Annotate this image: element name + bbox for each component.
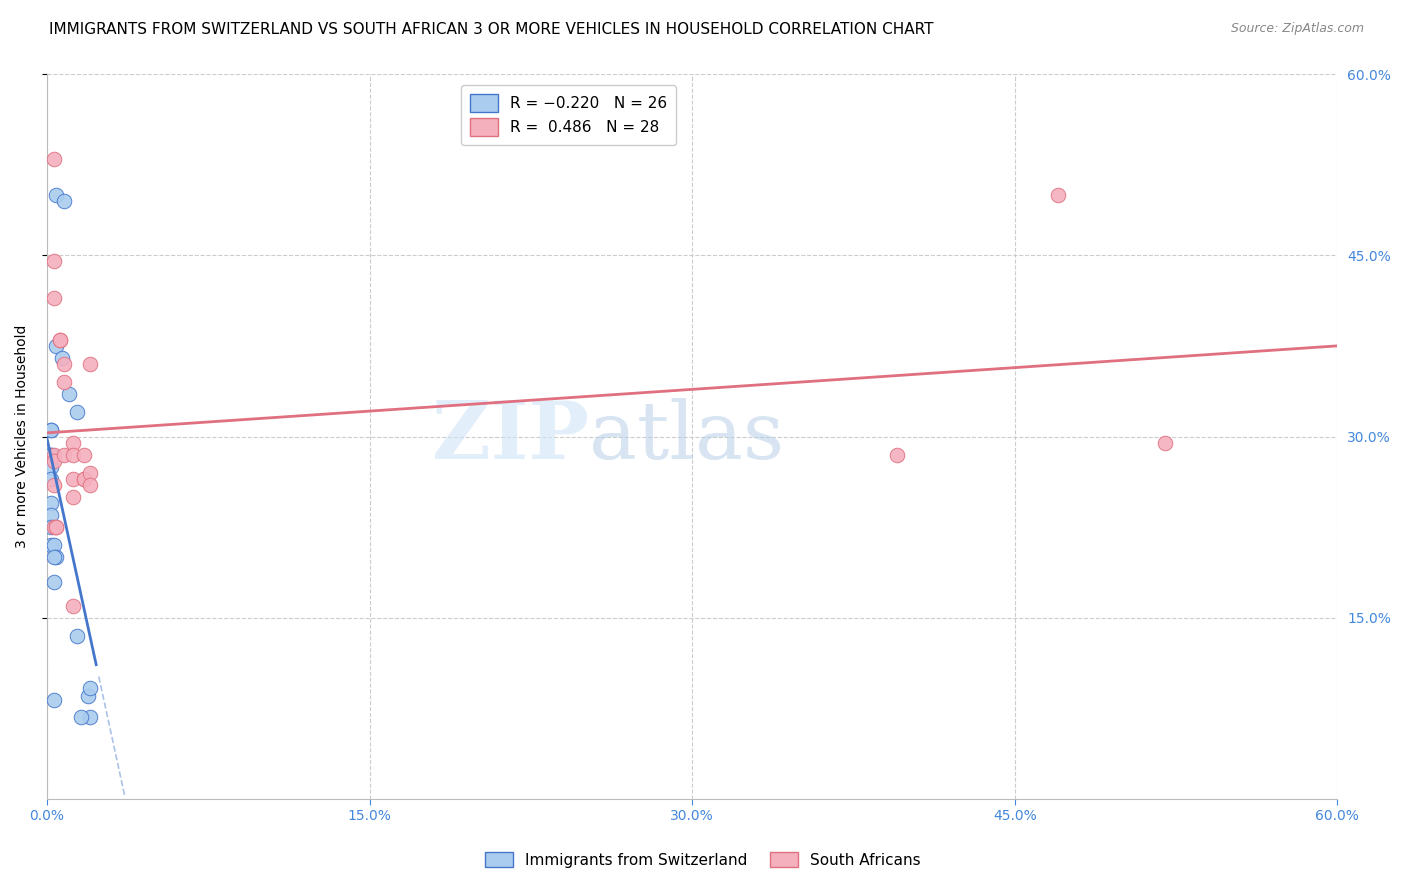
Point (66, 629, 89, 643)
Point (62, 599, 84, 613)
Legend: R = −0.220   N = 26, R =  0.486   N = 28: R = −0.220 N = 26, R = 0.486 N = 28 (461, 86, 676, 145)
Point (62, 472, 84, 486)
Point (1154, 435, 1177, 450)
Point (41, 448, 63, 462)
Point (41, 424, 63, 438)
Point (42, 538, 65, 552)
Point (41, 520, 63, 534)
Point (53, 448, 76, 462)
Point (886, 448, 908, 462)
Point (42, 254, 65, 268)
Point (62, 435, 84, 450)
Point (41, 496, 63, 510)
Text: Source: ZipAtlas.com: Source: ZipAtlas.com (1230, 22, 1364, 36)
Point (62, 490, 84, 504)
Point (79, 357, 101, 371)
Point (72, 448, 94, 462)
Point (62, 448, 84, 462)
Point (79, 478, 101, 492)
Point (42, 291, 65, 305)
Point (79, 710, 101, 724)
Point (42, 550, 65, 565)
Point (72, 472, 94, 486)
Point (49, 333, 72, 347)
Point (41, 424, 63, 438)
Legend: Immigrants from Switzerland, South Africans: Immigrants from Switzerland, South Afric… (479, 846, 927, 873)
Point (41, 538, 63, 552)
Point (58, 387, 80, 401)
Point (45, 339, 67, 353)
Point (42, 152, 65, 166)
Point (42, 453, 65, 467)
Point (41, 459, 63, 474)
Point (42, 574, 65, 589)
Point (79, 681, 101, 695)
Point (72, 472, 94, 486)
Point (79, 466, 101, 480)
Point (1046, 187, 1069, 202)
Point (41, 508, 63, 522)
Point (42, 693, 65, 707)
Point (41, 448, 63, 462)
Point (42, 520, 65, 534)
Text: IMMIGRANTS FROM SWITZERLAND VS SOUTH AFRICAN 3 OR MORE VEHICLES IN HOUSEHOLD COR: IMMIGRANTS FROM SWITZERLAND VS SOUTH AFR… (49, 22, 934, 37)
Point (77, 690, 100, 704)
Point (45, 520, 67, 534)
Point (66, 405, 89, 419)
Point (45, 187, 67, 202)
Point (53, 194, 76, 208)
Y-axis label: 3 or more Vehicles in Household: 3 or more Vehicles in Household (15, 325, 30, 549)
Point (42, 478, 65, 492)
Text: ZIP: ZIP (432, 398, 589, 475)
Point (41, 472, 63, 486)
Point (51, 351, 73, 365)
Point (49, 333, 72, 347)
Point (45, 550, 67, 565)
Point (53, 375, 76, 389)
Point (42, 448, 65, 462)
Point (53, 357, 76, 371)
Point (70, 710, 93, 724)
Text: atlas: atlas (589, 398, 785, 475)
Point (45, 520, 67, 534)
